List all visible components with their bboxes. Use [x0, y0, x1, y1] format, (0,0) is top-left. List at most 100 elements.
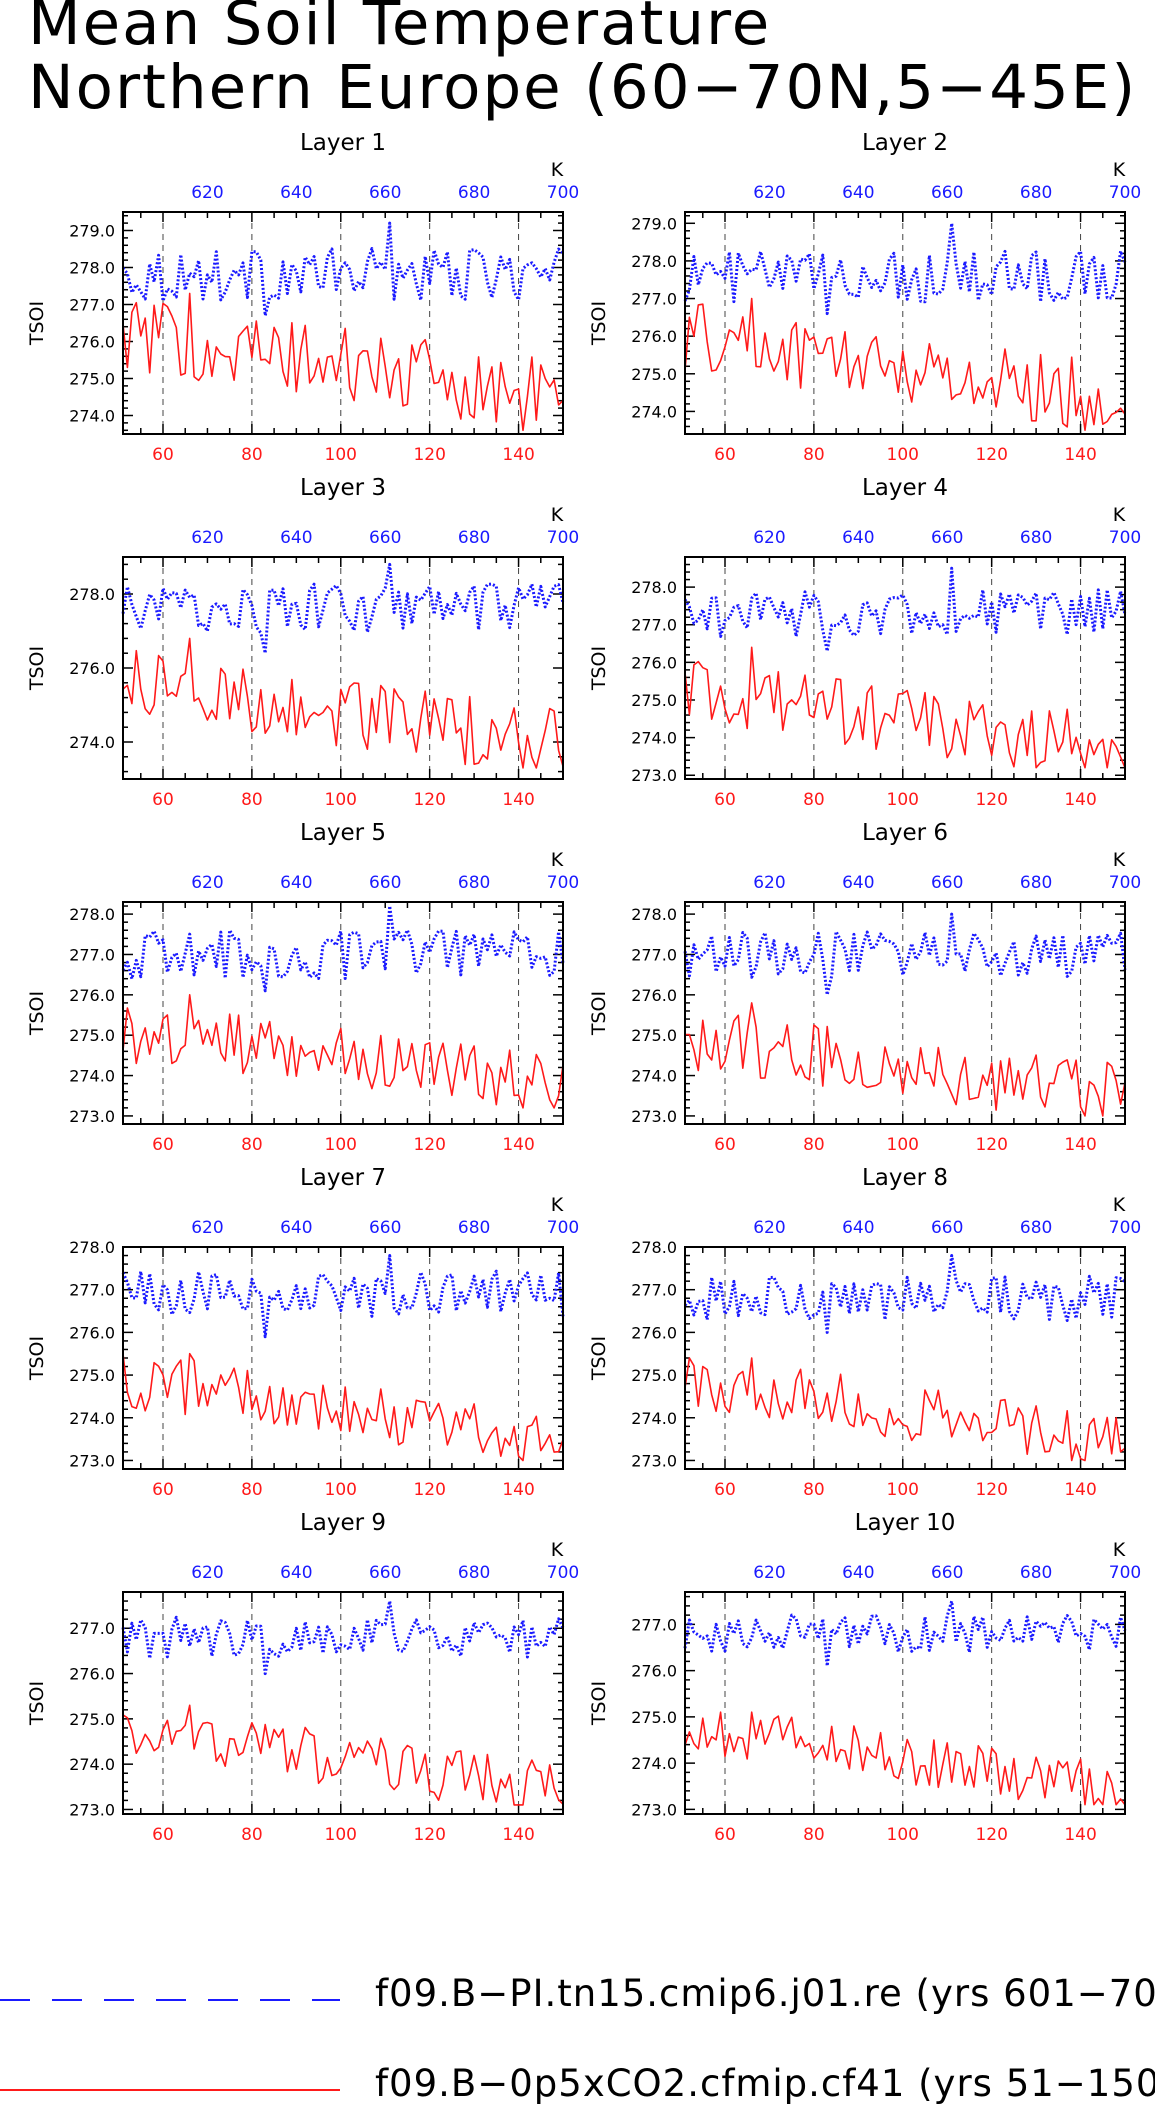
y-tick-label: 273.0	[631, 766, 677, 785]
x-tick-label: 60	[152, 1480, 174, 1500]
top-tick-label: 700	[1109, 873, 1141, 893]
y-tick-label: 279.0	[631, 214, 677, 233]
panel-title: Layer 2	[862, 130, 948, 156]
top-tick-label: 640	[842, 873, 874, 893]
x-tick-label: 100	[325, 790, 357, 810]
y-tick-label: 278.0	[631, 252, 677, 271]
top-tick-label: 700	[547, 1563, 579, 1583]
panel-layer-8: Layer 8 K TSOI 273.0 274.0 275.0 276.0 277.0 278…	[588, 1165, 1141, 1500]
y-tick-label: 278.0	[631, 1238, 677, 1257]
top-tick-label: 620	[191, 1218, 223, 1238]
y-tick-label: 276.0	[69, 659, 115, 678]
legend-item-1: f09.B−PI.tn15.cmip6.j01.re (yrs 601−700)	[0, 1968, 1155, 2028]
top-tick-label: 660	[369, 1218, 401, 1238]
y-tick-label: 276.0	[631, 1662, 677, 1681]
top-axis-unit: K	[551, 849, 564, 871]
y-tick-label: 273.0	[631, 1800, 677, 1819]
y-tick-label: 277.0	[631, 290, 677, 309]
y-tick-label: 275.0	[631, 691, 677, 710]
plot-frame	[684, 1246, 1126, 1470]
panel-title: Layer 1	[300, 130, 386, 156]
top-axis-unit: K	[1113, 849, 1126, 871]
top-tick-label: 660	[931, 1218, 963, 1238]
y-tick-label: 274.0	[69, 1409, 115, 1428]
panel-layer-9: Layer 9 K TSOI 273.0 274.0 275.0 276.0 277.0 60 8…	[26, 1510, 579, 1845]
x-tick-label: 80	[803, 1480, 825, 1500]
top-tick-label: 660	[931, 528, 963, 548]
top-tick-label: 700	[1109, 1563, 1141, 1583]
y-tick-label: 276.0	[69, 333, 115, 352]
y-tick-label: 274.0	[631, 1754, 677, 1773]
legend-item-2: f09.B−0p5xCO2.cfmip.cf41 (yrs 51−150)	[0, 2058, 1155, 2118]
y-tick-label: 273.0	[631, 1107, 677, 1126]
x-tick-label: 60	[714, 1825, 736, 1845]
series-line-blue	[683, 221, 1127, 316]
panel-layer-10: Layer 10 K TSOI 273.0 274.0 275.0 276.0 277.0 60…	[588, 1510, 1141, 1845]
plot-frame	[684, 211, 1126, 435]
x-tick-label: 140	[502, 1135, 534, 1155]
top-tick-label: 640	[842, 1218, 874, 1238]
x-tick-label: 120	[975, 1135, 1007, 1155]
panel-layer-4: Layer 4 K TSOI 273.0 274.0 275.0 276.0 277.0 278…	[588, 475, 1141, 810]
x-tick-label: 80	[241, 790, 263, 810]
y-tick-label: 276.0	[69, 1665, 115, 1684]
x-tick-label: 140	[1064, 1825, 1096, 1845]
y-tick-label: 273.0	[69, 1107, 115, 1126]
x-tick-label: 100	[887, 1825, 919, 1845]
plot-frame	[684, 1591, 1126, 1815]
top-tick-label: 620	[753, 183, 785, 203]
plot-frame	[122, 901, 564, 1125]
x-tick-label: 140	[502, 790, 534, 810]
top-tick-label: 700	[1109, 1218, 1141, 1238]
y-tick-label: 278.0	[69, 259, 115, 278]
y-tick-label: 274.0	[631, 1409, 677, 1428]
series-line-red	[684, 646, 1126, 769]
y-axis-label: TSOI	[588, 1681, 610, 1726]
top-tick-label: 640	[280, 873, 312, 893]
plot-frame	[684, 901, 1126, 1125]
x-tick-label: 80	[241, 1825, 263, 1845]
series-line-blue	[683, 1599, 1127, 1668]
top-tick-label: 660	[369, 1563, 401, 1583]
top-tick-label: 620	[191, 873, 223, 893]
x-tick-label: 100	[325, 1825, 357, 1845]
y-tick-label: 276.0	[631, 1323, 677, 1342]
panel-title: Layer 6	[862, 820, 948, 846]
plot-frame	[122, 211, 564, 435]
top-tick-label: 620	[753, 1218, 785, 1238]
panel-title: Layer 7	[300, 1165, 386, 1191]
x-tick-label: 80	[241, 445, 263, 465]
x-tick-label: 60	[152, 1135, 174, 1155]
panel-layer-6: Layer 6 K TSOI 273.0 274.0 275.0 276.0 277.0 278…	[588, 820, 1141, 1155]
top-tick-label: 680	[1020, 183, 1052, 203]
y-tick-label: 274.0	[631, 402, 677, 421]
y-tick-label: 275.0	[69, 1366, 115, 1385]
plot-frame	[122, 1591, 564, 1815]
top-axis-unit: K	[551, 1194, 564, 1216]
top-tick-label: 660	[369, 528, 401, 548]
top-tick-label: 620	[191, 183, 223, 203]
x-tick-label: 100	[325, 445, 357, 465]
y-tick-label: 278.0	[69, 905, 115, 924]
top-tick-label: 640	[842, 528, 874, 548]
top-axis-unit: K	[1113, 1539, 1126, 1561]
legend-swatch-1	[0, 1999, 340, 2001]
panel-layer-7: Layer 7 K TSOI 273.0 274.0 275.0 276.0 277.0 278…	[26, 1165, 579, 1500]
y-tick-label: 273.0	[69, 1451, 115, 1470]
panel-layer-1: Layer 1 K TSOI 274.0 275.0 276.0 277.0 278.0 279…	[26, 130, 579, 465]
series-line-red	[684, 297, 1126, 431]
x-tick-label: 120	[975, 445, 1007, 465]
y-axis-label: TSOI	[26, 646, 48, 691]
x-tick-label: 140	[1064, 1480, 1096, 1500]
main-title: Mean Soil Temperature Northern Europe (6…	[28, 0, 1137, 120]
x-tick-label: 60	[152, 790, 174, 810]
x-tick-label: 60	[714, 1135, 736, 1155]
y-tick-label: 276.0	[631, 327, 677, 346]
y-tick-label: 274.0	[69, 733, 115, 752]
x-tick-label: 60	[714, 790, 736, 810]
y-tick-label: 275.0	[69, 370, 115, 389]
top-tick-label: 620	[753, 873, 785, 893]
panel-title: Layer 9	[300, 1510, 386, 1536]
top-tick-label: 680	[1020, 873, 1052, 893]
top-tick-label: 620	[191, 528, 223, 548]
